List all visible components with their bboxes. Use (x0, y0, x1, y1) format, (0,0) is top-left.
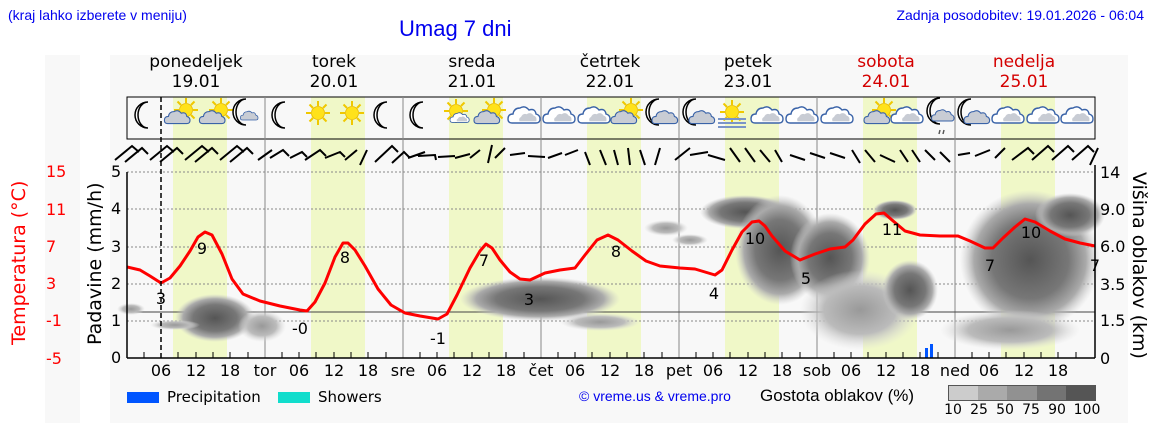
temp-label: 3 (155, 289, 167, 308)
temp-tick: 7 (46, 237, 57, 256)
x-tick: 18 (1047, 361, 1069, 380)
temp-label: 10 (744, 229, 766, 248)
day-header-6: nedelja 25.01 (992, 52, 1056, 92)
x-tick: 18 (357, 361, 379, 380)
x-tick: 06 (150, 361, 172, 380)
precip-tick: 1 (111, 311, 122, 330)
precipitation-bars (925, 344, 933, 358)
day-header-5: sobota 24.01 (857, 52, 915, 92)
x-tick: 18 (771, 361, 793, 380)
precip-tick: 3 (111, 237, 122, 256)
cloud-height-tick: 1.5 (1100, 311, 1126, 330)
precip-tick: 0 (111, 348, 122, 367)
precip-tick: 4 (111, 199, 122, 218)
x-tick: 06 (702, 361, 724, 380)
cloud-density-scale-labels: 10 25 50 75 90 100 (944, 402, 1101, 418)
temp-label: -0 (292, 319, 308, 338)
x-tick: 06 (978, 361, 1000, 380)
temp-label: 9 (196, 239, 208, 258)
x-tick: 18 (495, 361, 517, 380)
temp-tick: -1 (46, 311, 62, 330)
temp-label: 7 (984, 256, 996, 275)
day-header-2: sreda 21.01 (447, 52, 497, 92)
x-tick: 12 (185, 361, 207, 380)
x-tick: 06 (288, 361, 310, 380)
temp-label: 11 (881, 220, 903, 239)
cloud-height-tick: 3.5 (1100, 275, 1126, 294)
precipitation-swatch (127, 391, 159, 403)
x-tick: 12 (875, 361, 897, 380)
cloud-height-tick: 6.0 (1100, 237, 1126, 256)
x-tick: 18 (633, 361, 655, 380)
x-tick: 12 (323, 361, 345, 380)
page-title: Umag 7 dni (399, 16, 512, 41)
temp-tick: -5 (46, 349, 62, 368)
temperature-axis-label: Temperatura (°C) (8, 180, 30, 345)
x-tick: 12 (599, 361, 621, 380)
precip-tick: 5 (111, 162, 122, 181)
precip-axis-label: Padavine (mm/h) (84, 182, 106, 345)
cloud-height-tick: 14 (1100, 163, 1121, 182)
x-tick: 12 (461, 361, 483, 380)
showers-swatch (278, 391, 310, 403)
x-tick: 06 (564, 361, 586, 380)
last-update: Zadnja posodobitev: 19.01.2026 - 06:04 (896, 7, 1144, 23)
day-header-0: ponedeljek 19.01 (149, 52, 243, 92)
x-tick: 06 (426, 361, 448, 380)
x-tick: 18 (909, 361, 931, 380)
x-tick: 12 (737, 361, 759, 380)
x-tick: 06 (840, 361, 862, 380)
temperature-line (126, 211, 1096, 321)
temp-label: 3 (523, 290, 535, 309)
region-hint[interactable]: (kraj lahko izberete v meniju) (8, 7, 187, 23)
temp-label: 8 (339, 248, 351, 267)
x-tick: tor (253, 361, 277, 380)
cloud-density-scale (948, 385, 1096, 401)
copyright-link[interactable]: © vreme.us & vreme.pro (579, 388, 731, 404)
day-header-3: četrtek 22.01 (579, 52, 641, 92)
weather-icons (134, 97, 1094, 135)
cloud-density-label: Gostota oblakov (%) (760, 386, 915, 405)
temp-label: 5 (800, 269, 812, 288)
x-tick: pet (665, 361, 693, 380)
temp-tick: 15 (46, 162, 67, 181)
temp-tick: 11 (46, 200, 67, 219)
temp-label: 7 (478, 251, 490, 270)
x-tick: ned (939, 361, 971, 380)
temp-label: 8 (610, 242, 622, 261)
day-header-4: petek 23.01 (723, 52, 773, 92)
plot-area (117, 97, 1105, 359)
legend-precipitation: Precipitation (127, 388, 261, 406)
legend-showers: Showers (278, 388, 382, 406)
x-tick: sob (802, 361, 832, 380)
x-tick: čet (528, 361, 554, 380)
cloud-height-tick: 9.0 (1100, 200, 1126, 219)
temp-label: 4 (708, 284, 720, 303)
day-header-1: torek 20.01 (309, 52, 359, 92)
precip-tick: 2 (111, 274, 122, 293)
x-tick: 18 (219, 361, 241, 380)
wind-barbs (114, 144, 1099, 166)
cloud-height-tick: 0 (1100, 349, 1111, 368)
temperature-axis-panel (45, 55, 80, 423)
temp-label: 10 (1020, 223, 1042, 242)
temp-label: 7 (1089, 256, 1101, 275)
temp-label: -1 (430, 329, 446, 348)
temp-tick: 3 (46, 274, 57, 293)
x-tick: 12 (1013, 361, 1035, 380)
x-tick: sre (390, 361, 416, 380)
